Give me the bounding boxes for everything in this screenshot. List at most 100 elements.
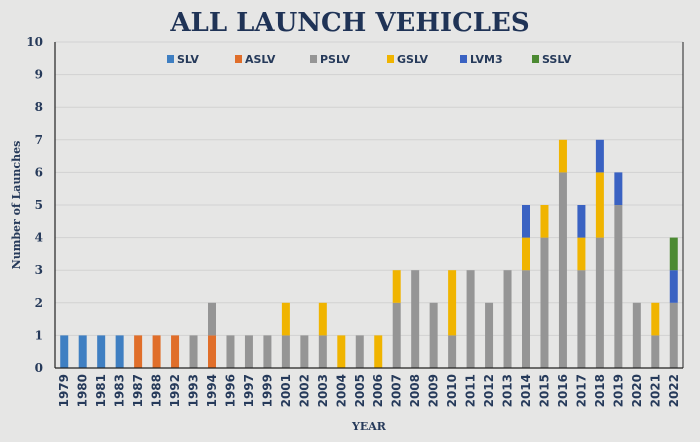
bar-segment-lvm3-2022 (669, 270, 678, 303)
x-tick-label: 2005 (353, 374, 367, 407)
x-tick-label: 1999 (260, 374, 274, 407)
x-tick-label: 2013 (501, 374, 515, 407)
bar-segment-gslv-2006 (374, 335, 383, 368)
bar-segment-gslv-2014 (522, 237, 530, 271)
legend-swatch-slv (167, 55, 174, 63)
x-tick-label: 2011 (464, 374, 478, 407)
x-tick-label: 2012 (482, 374, 496, 407)
bar-segment-aslv-1994 (208, 335, 216, 368)
x-tick-label: 2001 (279, 374, 293, 407)
x-tick-label: 2006 (371, 374, 385, 407)
bar-segment-pslv-2012 (485, 302, 494, 368)
bar-segment-gslv-2010 (448, 270, 457, 336)
y-tick-label: 8 (35, 100, 43, 114)
legend-swatch-gslv (387, 55, 394, 63)
x-tick-label: 2014 (519, 374, 533, 407)
bar-segment-pslv-2014 (522, 270, 530, 368)
bar-segment-pslv-1997 (244, 335, 253, 368)
y-tick-label: 9 (35, 68, 43, 82)
bar-segment-pslv-2009 (429, 302, 438, 368)
legend-swatch-sslv (532, 55, 539, 63)
y-tick-labels: 0 1 2 3 4 5 6 7 8 9 10 (26, 35, 43, 375)
bar-segment-gslv-2007 (392, 270, 401, 303)
bar-segment-gslv-2004 (337, 335, 346, 368)
x-tick-label: 2009 (427, 374, 441, 407)
bar-segment-gslv-2018 (595, 172, 604, 238)
bar-segment-gslv-2001 (281, 302, 290, 336)
bar-segment-pslv-1999 (263, 335, 272, 368)
x-tick-label: 2007 (390, 374, 404, 407)
x-tick-label: 1980 (76, 374, 90, 407)
legend-swatch-aslv (235, 55, 242, 63)
x-tick-label: 1979 (57, 374, 71, 407)
bar-segment-gslv-2016 (558, 139, 567, 173)
x-tick-label: 2022 (667, 374, 681, 407)
x-tick-label: 1992 (168, 374, 182, 407)
x-tick-label: 1994 (205, 374, 219, 407)
bar-segment-pslv-2017 (577, 270, 586, 368)
x-tick-label: 2016 (556, 374, 570, 407)
y-tick-label: 1 (35, 328, 43, 342)
x-tick-label: 2004 (334, 374, 348, 407)
bar-segment-pslv-2021 (651, 335, 660, 368)
legend: SLV ASLV PSLV GSLV LVM3 SSLV (167, 53, 572, 66)
bar-segment-pslv-2005 (355, 335, 364, 368)
x-tick-label: 2018 (593, 374, 607, 407)
x-tick-label: 2020 (630, 374, 644, 407)
x-tick-label: 1983 (113, 374, 127, 407)
gridlines (55, 41, 683, 336)
bar-segment-aslv-1992 (171, 335, 180, 368)
x-tick-label: 2021 (648, 374, 662, 407)
bar-segment-aslv-1988 (152, 335, 161, 368)
bar-segment-slv-1979 (60, 335, 69, 368)
y-tick-label: 5 (35, 198, 43, 212)
bar-segment-pslv-2019 (614, 205, 623, 368)
legend-label-lvm3: LVM3 (470, 53, 503, 66)
bar-segment-pslv-2002 (300, 335, 309, 368)
x-tick-label: 1993 (187, 374, 201, 407)
legend-label-gslv: GSLV (397, 53, 428, 66)
x-axis-label: YEAR (351, 420, 387, 433)
bar-segment-gslv-2015 (540, 205, 549, 238)
bar-segment-pslv-1996 (226, 335, 235, 368)
legend-swatch-pslv (310, 55, 317, 63)
x-tick-label: 2010 (445, 374, 459, 407)
x-tick-label: 2008 (408, 374, 422, 407)
bar-segment-pslv-2022 (669, 302, 678, 368)
bar-segment-pslv-2011 (466, 270, 475, 368)
bar-segment-pslv-2003 (318, 335, 327, 368)
x-tick-label: 1997 (242, 374, 256, 407)
bars (60, 139, 678, 368)
x-tick-label: 2019 (611, 374, 625, 407)
y-tick-label: 6 (35, 165, 43, 179)
bar-segment-slv-1980 (78, 335, 87, 368)
axes (54, 42, 684, 369)
legend-swatch-lvm3 (460, 55, 467, 63)
legend-label-sslv: SSLV (542, 53, 572, 66)
y-axis-label: Number of Launches (10, 141, 23, 270)
legend-label-slv: SLV (177, 53, 199, 66)
bar-segment-pslv-2007 (392, 302, 401, 368)
bar-segment-pslv-2010 (448, 335, 457, 368)
bar-segment-pslv-2015 (540, 237, 549, 368)
bar-segment-pslv-2008 (411, 270, 420, 368)
legend-label-pslv: PSLV (320, 53, 350, 66)
bar-segment-gslv-2021 (651, 302, 660, 336)
y-tick-label: 0 (35, 361, 43, 375)
bar-segment-pslv-2013 (503, 270, 512, 368)
x-tick-label: 2015 (537, 374, 551, 407)
x-tick-label: 2017 (574, 374, 588, 407)
bar-segment-pslv-1994 (208, 302, 216, 336)
x-tick-label: 1981 (94, 374, 108, 407)
y-tick-label: 7 (35, 133, 43, 147)
bar-segment-lvm3-2017 (577, 205, 586, 238)
x-tick-labels: 1979 1980 1981 1983 1987 1988 1992 1993 1994 1996… (57, 374, 681, 407)
y-tick-label: 10 (26, 35, 43, 49)
bar-segment-sslv-2022 (669, 237, 678, 271)
y-tick-label: 3 (35, 263, 43, 277)
y-tick-label: 4 (35, 231, 43, 245)
bar-segment-lvm3-2014 (522, 205, 530, 238)
x-tick-label: 2003 (316, 374, 330, 407)
bar-segment-lvm3-2019 (614, 172, 623, 205)
